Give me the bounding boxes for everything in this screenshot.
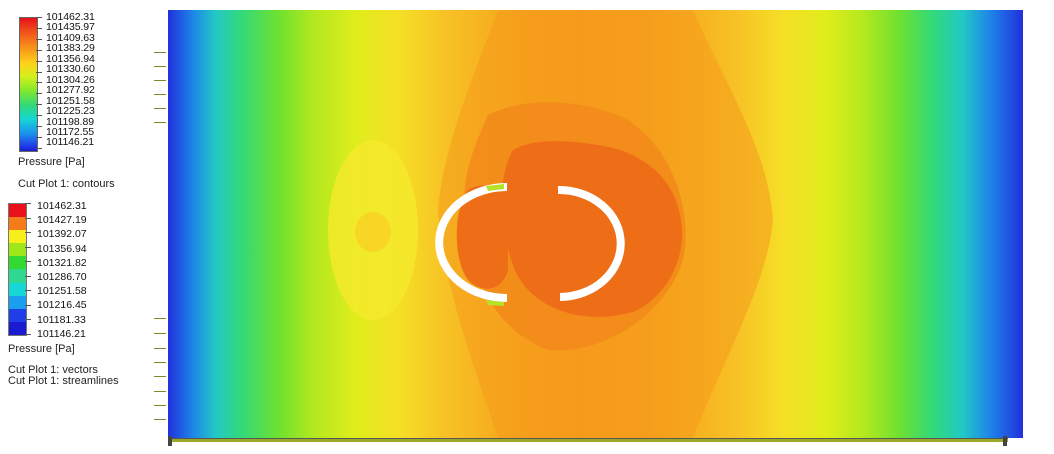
core-left-lobe xyxy=(456,185,508,289)
discrete-bar-value-label: 101146.21 xyxy=(37,327,86,340)
discrete-bar-tick xyxy=(25,304,31,306)
discrete-bar-value-label: 101181.33 xyxy=(37,313,86,326)
discrete-bar-value-label: 101427.19 xyxy=(37,214,87,227)
discrete-bar-tick xyxy=(25,261,31,262)
color-bar-value-label: 101225.23 xyxy=(46,105,95,118)
discrete-bar-tick xyxy=(25,333,31,335)
viewport-bottom-bar xyxy=(168,438,1008,442)
contours-plot-label: Cut Plot 1: contours xyxy=(18,178,115,190)
color-bar-value-label: 101330.60 xyxy=(46,63,95,76)
color-bar-value-label: 101435.97 xyxy=(46,21,95,34)
pressure-contour-plot[interactable] xyxy=(168,10,1023,438)
discrete-bar-value-label: 101251.58 xyxy=(37,285,87,298)
discrete-bar-tick xyxy=(25,319,31,320)
discrete-color-bar-ticks xyxy=(25,203,33,335)
discrete-bar-value-label: 101216.45 xyxy=(37,299,87,312)
color-bar-value-label: 101277.92 xyxy=(46,84,95,97)
viewport-bottom-cap-left xyxy=(168,436,172,446)
color-bar-value-label: 101356.94 xyxy=(46,52,95,65)
color-swatch xyxy=(9,308,26,322)
color-swatch xyxy=(9,282,26,296)
color-swatch xyxy=(9,243,26,257)
vectors-plot-label: Cut Plot 1: vectors xyxy=(8,364,98,376)
discrete-bar-tick xyxy=(25,217,31,219)
color-bar-tick xyxy=(36,27,42,29)
discrete-color-bar-labels: 101462.31 101427.19 101392.07 101356.94 1013… xyxy=(37,199,147,341)
legend-quantity-label-2: Pressure [Pa] xyxy=(8,343,75,355)
continuous-color-bar xyxy=(19,17,38,152)
left-pocket xyxy=(355,212,391,252)
color-bar-tick xyxy=(36,136,42,138)
discrete-bar-value-label: 101462.31 xyxy=(37,200,87,212)
color-bar-tick xyxy=(36,60,42,62)
viewport-edge-ticks xyxy=(154,0,168,454)
color-bar-tick xyxy=(36,147,42,149)
viewport-bottom-cap-right xyxy=(1003,436,1007,446)
color-bar-tick xyxy=(36,49,42,51)
color-bar-tick xyxy=(36,93,42,95)
discrete-bar-tick xyxy=(25,275,31,277)
color-swatch xyxy=(9,269,26,283)
gap-fleck-bottom xyxy=(486,300,504,306)
color-bar-tick xyxy=(36,38,42,40)
color-bar-tick xyxy=(36,115,42,117)
color-bar-value-label: 101198.89 xyxy=(46,115,94,128)
color-bar-tick xyxy=(36,126,42,127)
discrete-color-bar xyxy=(8,203,27,336)
contour-field xyxy=(328,10,773,438)
cylinder-right-half xyxy=(557,185,625,301)
discrete-bar-tick xyxy=(25,246,31,248)
discrete-bar-value-label: 101392.07 xyxy=(37,228,87,241)
color-swatch xyxy=(9,230,26,244)
discrete-bar-value-label: 101286.70 xyxy=(37,271,87,284)
color-bar-value-label: 101462.31 xyxy=(46,11,95,23)
cylinder-left-half xyxy=(435,183,508,302)
color-swatch xyxy=(9,204,26,218)
color-bar-value-label: 101172.55 xyxy=(46,125,94,138)
discrete-bar-value-label: 101356.94 xyxy=(37,242,87,255)
discrete-bar-tick xyxy=(25,290,31,291)
color-bar-tick xyxy=(36,71,42,73)
discrete-bar-tick xyxy=(25,203,31,204)
color-bar-ticks xyxy=(36,17,44,152)
color-bar-tick xyxy=(36,104,42,106)
streamlines-plot-label: Cut Plot 1: streamlines xyxy=(8,375,119,387)
color-bar-value-label: 101304.26 xyxy=(46,73,95,86)
legend-panel: 101462.31 101435.97 101409.63 101383.29 1013… xyxy=(0,0,165,454)
color-swatch xyxy=(9,295,26,309)
color-bar-value-label: 101146.21 xyxy=(46,136,94,149)
color-bar-value-label: 101409.63 xyxy=(46,31,95,44)
color-bar-labels: 101462.31 101435.97 101409.63 101383.29 1013… xyxy=(46,12,156,148)
color-bar-tick xyxy=(36,17,42,18)
color-bar-value-label: 101383.29 xyxy=(46,42,95,55)
color-swatch xyxy=(9,321,26,335)
legend-quantity-label: Pressure [Pa] xyxy=(18,156,85,168)
color-swatch xyxy=(9,256,26,270)
color-bar-tick xyxy=(36,82,42,84)
color-swatch xyxy=(9,217,26,231)
discrete-bar-value-label: 101321.82 xyxy=(37,256,87,269)
discrete-bar-tick xyxy=(25,232,31,233)
gap-fleck-top xyxy=(486,184,504,191)
pressure-core xyxy=(501,141,683,317)
color-bar-value-label: 101251.58 xyxy=(46,94,95,107)
